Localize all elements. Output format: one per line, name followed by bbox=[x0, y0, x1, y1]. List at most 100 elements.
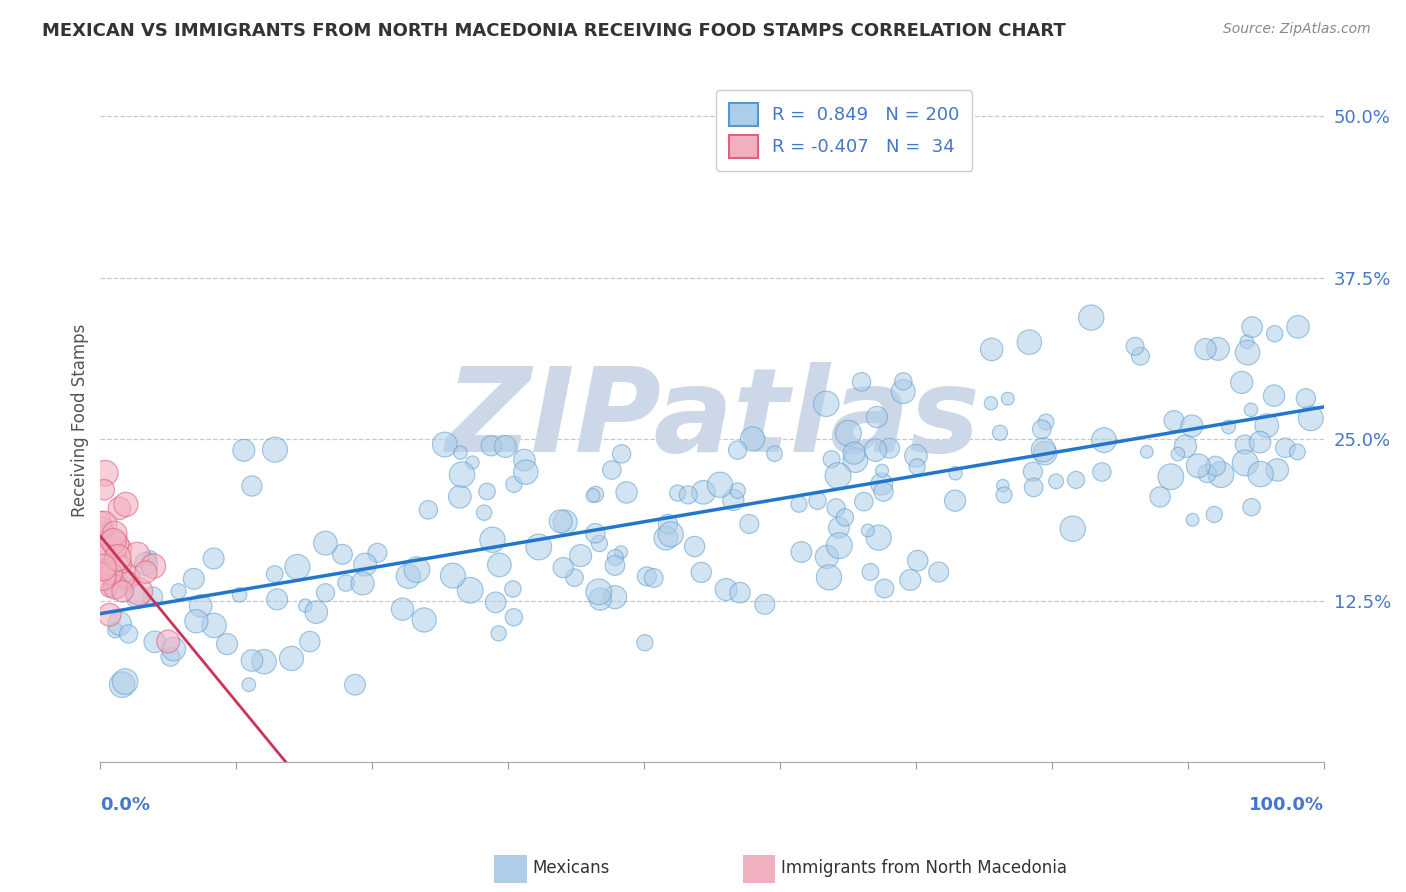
Point bbox=[418, 503, 440, 517]
Point bbox=[315, 586, 337, 600]
Point bbox=[907, 553, 929, 567]
Point bbox=[1032, 442, 1054, 457]
Point bbox=[94, 466, 117, 480]
Point bbox=[104, 526, 127, 541]
Point bbox=[100, 566, 122, 581]
Point bbox=[240, 653, 263, 667]
Point bbox=[980, 343, 1002, 357]
Point bbox=[114, 572, 136, 586]
Point bbox=[1187, 458, 1209, 473]
Point bbox=[738, 516, 761, 531]
Point bbox=[1123, 339, 1146, 353]
Point bbox=[115, 498, 138, 512]
Point bbox=[1022, 465, 1045, 479]
Point bbox=[610, 447, 633, 461]
Point bbox=[104, 537, 127, 551]
Point bbox=[89, 515, 111, 529]
Point bbox=[97, 547, 120, 561]
Point bbox=[1045, 475, 1067, 489]
Point bbox=[1263, 389, 1285, 403]
Point bbox=[513, 453, 536, 467]
Point bbox=[1197, 467, 1219, 481]
Point bbox=[142, 590, 165, 604]
Point bbox=[1264, 326, 1286, 341]
Point bbox=[1080, 310, 1102, 325]
Point bbox=[127, 590, 149, 604]
Point bbox=[105, 578, 128, 592]
Point bbox=[366, 546, 388, 560]
Point bbox=[872, 484, 894, 499]
Point bbox=[856, 524, 879, 538]
Point bbox=[588, 536, 610, 550]
Point bbox=[120, 572, 142, 586]
Point bbox=[754, 598, 776, 612]
Point bbox=[502, 582, 524, 596]
Text: Mexicans: Mexicans bbox=[531, 859, 610, 877]
Point bbox=[103, 534, 125, 549]
Point bbox=[988, 425, 1011, 440]
Point bbox=[690, 566, 713, 580]
Point bbox=[683, 540, 706, 554]
Point bbox=[603, 590, 626, 604]
Point bbox=[837, 426, 859, 441]
Point bbox=[91, 569, 114, 583]
Point bbox=[1205, 459, 1227, 474]
Point bbox=[90, 564, 112, 578]
Point bbox=[104, 580, 127, 594]
Point bbox=[569, 549, 592, 563]
Point bbox=[1274, 441, 1296, 455]
Point bbox=[1286, 319, 1309, 334]
Point bbox=[842, 446, 865, 460]
Point bbox=[228, 588, 250, 602]
Point bbox=[891, 384, 914, 399]
Point bbox=[728, 585, 751, 599]
Y-axis label: Receiving Food Stamps: Receiving Food Stamps bbox=[72, 323, 89, 516]
Point bbox=[1249, 435, 1271, 450]
Point bbox=[643, 571, 665, 585]
Point bbox=[655, 531, 678, 545]
Point bbox=[634, 636, 657, 650]
Point bbox=[790, 545, 813, 559]
Text: 100.0%: 100.0% bbox=[1249, 797, 1324, 814]
Point bbox=[898, 573, 921, 587]
Point bbox=[343, 678, 366, 692]
Point bbox=[815, 549, 838, 564]
FancyBboxPatch shape bbox=[486, 847, 534, 890]
Point bbox=[723, 493, 745, 508]
Point bbox=[117, 627, 139, 641]
Point bbox=[494, 440, 516, 454]
Point bbox=[1149, 490, 1171, 504]
Point bbox=[1022, 480, 1045, 494]
Point bbox=[1194, 342, 1216, 356]
FancyBboxPatch shape bbox=[735, 847, 783, 890]
Point bbox=[589, 592, 612, 607]
Point bbox=[114, 674, 136, 689]
Point bbox=[451, 467, 474, 482]
Point bbox=[94, 560, 117, 574]
Point bbox=[294, 599, 316, 613]
Point bbox=[1160, 469, 1182, 483]
Point bbox=[1174, 439, 1197, 453]
Point bbox=[1295, 392, 1317, 406]
Point bbox=[859, 565, 882, 579]
Point bbox=[112, 558, 135, 572]
Point bbox=[564, 571, 586, 585]
Point bbox=[186, 614, 208, 628]
Point bbox=[943, 493, 966, 508]
Point bbox=[993, 488, 1015, 502]
Point bbox=[1092, 433, 1115, 447]
Point bbox=[101, 563, 124, 577]
Point bbox=[266, 592, 288, 607]
Point bbox=[585, 487, 607, 501]
Point bbox=[352, 576, 374, 591]
Point bbox=[868, 531, 890, 545]
Point bbox=[127, 548, 149, 562]
Point bbox=[240, 479, 263, 493]
Point bbox=[741, 432, 763, 446]
Point bbox=[1209, 467, 1232, 482]
Point bbox=[183, 572, 205, 586]
Point bbox=[825, 500, 848, 515]
Point bbox=[1218, 420, 1240, 434]
Point bbox=[1064, 473, 1087, 487]
Point bbox=[139, 550, 162, 565]
